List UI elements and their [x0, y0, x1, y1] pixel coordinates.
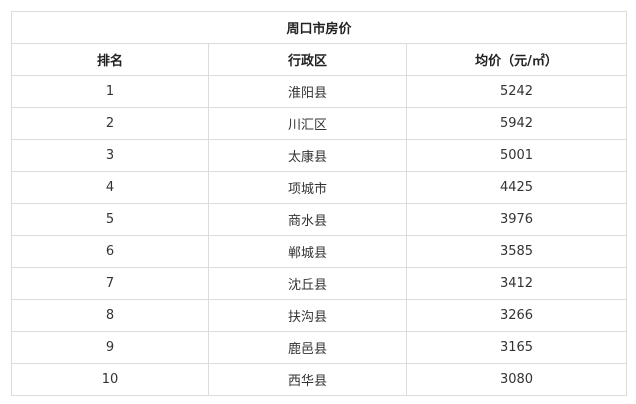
rank-cell: 3: [11, 139, 209, 172]
table-row: 8 扶沟县 3266: [11, 299, 628, 332]
price-cell: 3165: [405, 331, 628, 364]
price-cell: 5001: [405, 139, 628, 172]
rank-cell: 4: [11, 171, 209, 204]
price-cell: 4425: [405, 171, 628, 204]
price-cell: 3080: [405, 363, 628, 396]
price-cell: 3412: [405, 267, 628, 300]
table-row: 10 西华县 3080: [11, 363, 628, 396]
table-row: 7 沈丘县 3412: [11, 267, 628, 300]
rank-cell: 10: [11, 363, 209, 396]
district-cell: 扶沟县: [208, 299, 407, 332]
header-district: 行政区: [208, 43, 407, 76]
district-cell: 沈丘县: [208, 267, 407, 300]
district-cell: 太康县: [208, 139, 407, 172]
district-cell: 项城市: [208, 171, 407, 204]
table-row: 1 淮阳县 5242: [11, 75, 628, 108]
rank-cell: 1: [11, 75, 209, 108]
district-cell: 西华县: [208, 363, 407, 396]
table-title: 周口市房价: [10, 11, 628, 44]
district-cell: 郸城县: [208, 235, 407, 268]
rank-cell: 5: [11, 203, 209, 236]
table-row: 6 郸城县 3585: [11, 235, 628, 268]
table-row: 4 项城市 4425: [11, 171, 628, 204]
title-row: 周口市房价: [10, 11, 628, 44]
table-row: 5 商水县 3976: [11, 203, 628, 236]
header-avg-price: 均价（元/㎡）: [405, 43, 628, 76]
price-cell: 3585: [405, 235, 628, 268]
price-cell: 5242: [405, 75, 628, 108]
district-cell: 淮阳县: [208, 75, 407, 108]
header-rank: 排名: [11, 43, 209, 76]
price-cell: 3976: [405, 203, 628, 236]
district-cell: 商水县: [208, 203, 407, 236]
house-price-table: 周口市房价 排名 行政区 均价（元/㎡） 1 淮阳县 5242 2 川汇区 5942 3 太康…: [10, 11, 628, 396]
price-cell: 5942: [405, 107, 628, 140]
table-row: 3 太康县 5001: [11, 139, 628, 172]
table-row: 9 鹿邑县 3165: [11, 331, 628, 364]
table-row: 2 川汇区 5942: [11, 107, 628, 140]
district-cell: 川汇区: [208, 107, 407, 140]
rank-cell: 2: [11, 107, 209, 140]
price-cell: 3266: [405, 299, 628, 332]
rank-cell: 9: [11, 331, 209, 364]
rank-cell: 6: [11, 235, 209, 268]
rank-cell: 8: [11, 299, 209, 332]
district-cell: 鹿邑县: [208, 331, 407, 364]
rank-cell: 7: [11, 267, 209, 300]
header-row: 排名 行政区 均价（元/㎡）: [11, 43, 628, 76]
